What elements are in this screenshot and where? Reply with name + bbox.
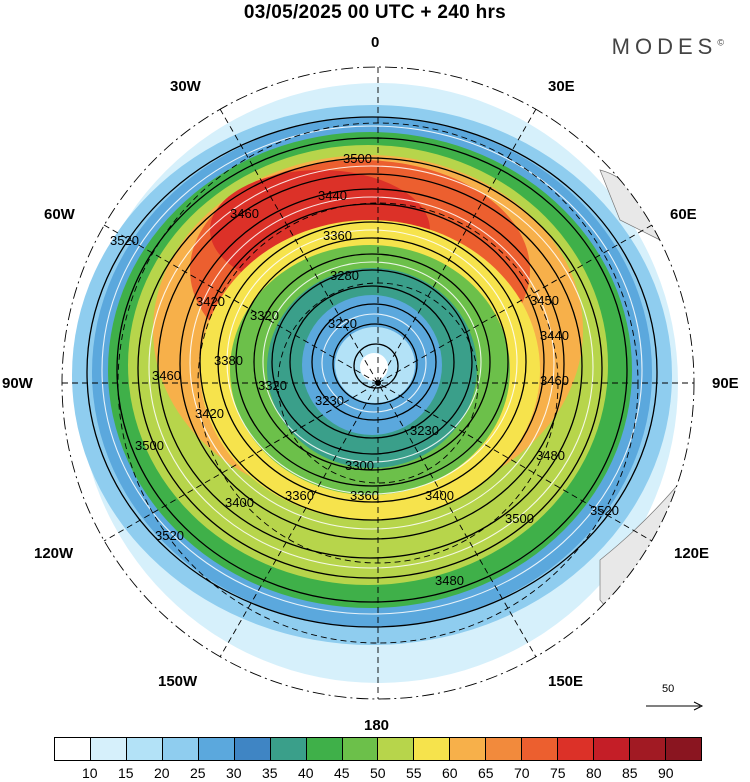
contour-label: 3300 — [345, 458, 374, 473]
reference-vector-label: 50 — [662, 683, 675, 695]
lon-label-30w: 30W — [170, 78, 201, 95]
lon-label-30e: 30E — [548, 78, 575, 95]
colorbar-swatch — [55, 738, 91, 760]
colorbar-swatch — [486, 738, 523, 760]
contour-label: 3320 — [258, 378, 287, 393]
colorbar-label: 50 — [370, 765, 386, 781]
colorbar-swatch — [630, 738, 666, 760]
colorbar-swatch — [306, 738, 343, 760]
brand-text: MODES — [611, 34, 718, 59]
contour-label: 3380 — [214, 353, 243, 368]
contour-label: 3420 — [196, 294, 225, 309]
colorbar-label: 30 — [226, 765, 242, 781]
colorbar-label: 85 — [622, 765, 638, 781]
lon-label-90e: 90E — [712, 375, 739, 392]
polar-map: 3500 3440 3460 3360 3280 3220 3320 3380 … — [61, 66, 695, 700]
colorbar-label: 65 — [478, 765, 494, 781]
contour-label: 3440 — [318, 188, 347, 203]
lon-label-90w: 90W — [2, 375, 33, 392]
contour-label: 3520 — [155, 528, 184, 543]
colorbar-label: 45 — [334, 765, 350, 781]
lon-label-120e: 120E — [674, 545, 710, 562]
contour-label: 3480 — [435, 573, 464, 588]
colorbar-label: 25 — [190, 765, 206, 781]
contour-label: 3360 — [323, 228, 352, 243]
colorbar-swatch — [665, 738, 701, 760]
lon-label-180: 180 — [364, 717, 390, 734]
colorbar-swatch — [450, 738, 487, 760]
brand-logo: MODES© — [612, 34, 724, 60]
contour-label: 3500 — [135, 438, 164, 453]
lon-label-60e: 60E — [670, 206, 697, 223]
colorbar-label: 40 — [298, 765, 314, 781]
colorbar — [54, 737, 702, 761]
wind-streamlines — [101, 125, 643, 615]
brand-mark: © — [717, 37, 724, 48]
colorbar-label: 80 — [586, 765, 602, 781]
contour-label: 3520 — [110, 233, 139, 248]
colorbar-label: 55 — [406, 765, 422, 781]
contour-label: 3460 — [152, 368, 181, 383]
contour-label: 3280 — [330, 268, 359, 283]
contour-label: 3400 — [425, 488, 454, 503]
contour-label: 3450 — [530, 293, 559, 308]
lon-label-60w: 60W — [44, 206, 75, 223]
colorbar-label: 75 — [550, 765, 566, 781]
contour-labels: 3500 3440 3460 3360 3280 3220 3320 3380 … — [110, 151, 619, 588]
colorbar-label: 20 — [154, 765, 170, 781]
colorbar-label: 35 — [262, 765, 278, 781]
contour-label: 3440 — [540, 328, 569, 343]
height-contours — [86, 116, 658, 628]
colorbar-swatch — [270, 738, 307, 760]
lon-label-120w: 120W — [34, 545, 74, 562]
map-title: 03/05/2025 00 UTC + 240 hrs — [243, 2, 507, 23]
colorbar-swatch — [90, 738, 127, 760]
contour-label: 3520 — [590, 503, 619, 518]
lon-label-0: 0 — [371, 34, 380, 51]
contour-label: 3500 — [343, 151, 372, 166]
contour-label: 3480 — [536, 448, 565, 463]
colorbar-label: 70 — [514, 765, 530, 781]
lon-label-150e: 150E — [548, 673, 584, 690]
contour-label: 3460 — [230, 206, 259, 221]
colorbar-label: 60 — [442, 765, 458, 781]
colorbar-label: 10 — [82, 765, 98, 781]
colorbar-swatch — [522, 738, 559, 760]
colorbar-label: 15 — [118, 765, 134, 781]
contour-label: 3460 — [540, 373, 569, 388]
contour-label: 3400 — [225, 495, 254, 510]
colorbar-swatch — [126, 738, 163, 760]
colorbar-swatch — [162, 738, 199, 760]
colorbar-swatch — [594, 738, 630, 760]
colorbar-swatch — [558, 738, 595, 760]
contour-label: 3420 — [195, 406, 224, 421]
graticule — [61, 66, 695, 700]
contour-label: 3500 — [505, 511, 534, 526]
colorbar-swatch — [342, 738, 379, 760]
shade-10-core — [360, 353, 388, 381]
colorbar-swatch — [414, 738, 451, 760]
colorbar-swatch — [198, 738, 235, 760]
reference-vector-arrow — [646, 701, 704, 711]
contour-label: 3360 — [285, 488, 314, 503]
contour-label: 3360 — [350, 488, 379, 503]
colorbar-swatch — [378, 738, 415, 760]
lon-label-150w: 150W — [158, 673, 198, 690]
contour-label: 3220 — [328, 316, 357, 331]
contour-label: 3230 — [410, 423, 439, 438]
contour-label: 3230 — [315, 393, 344, 408]
pole-marker — [375, 380, 381, 386]
colorbar-swatch — [234, 738, 271, 760]
colorbar-label: 90 — [658, 765, 674, 781]
contour-label: 3320 — [250, 308, 279, 323]
